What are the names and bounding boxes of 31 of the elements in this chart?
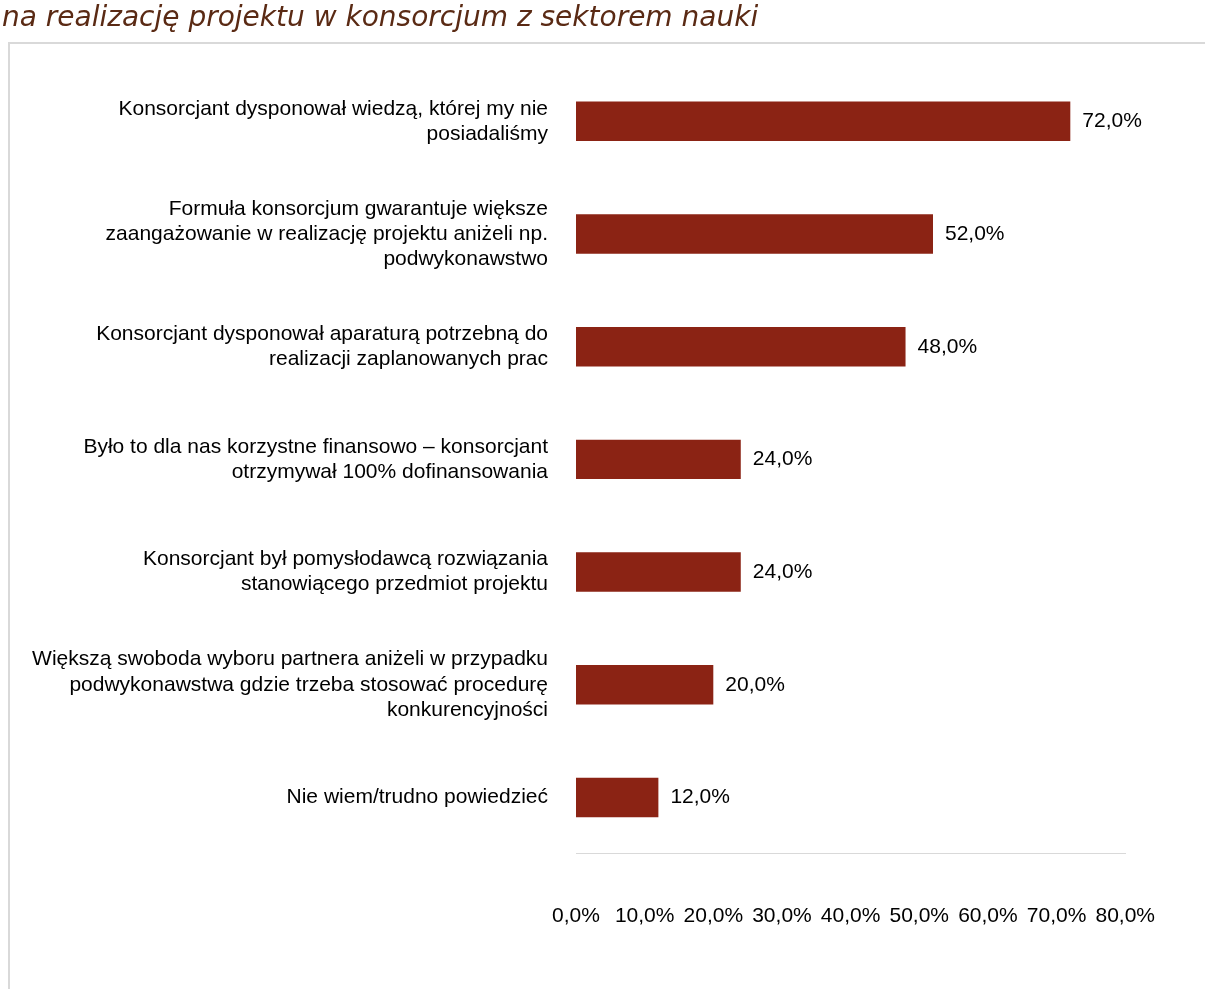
x-tick-label: 80,0% [1095, 903, 1155, 927]
bar [576, 214, 933, 254]
data-label: 48,0% [917, 333, 978, 357]
y-tick-label: Nie wiem/trudno powiedzieć [286, 784, 548, 808]
x-tick-label: 70,0% [1026, 903, 1087, 927]
x-tick-label: 40,0% [820, 903, 881, 927]
y-tick-label: Większą swoboda wyboru partnera aniżeli w przypadku podwykonawstwa gdzie trzeba stosować procedurę konkurencyjności [32, 646, 548, 720]
data-label: 20,0% [725, 671, 785, 695]
data-label: 72,0% [1082, 108, 1142, 132]
data-label: 52,0% [945, 220, 1005, 244]
bar [576, 326, 906, 367]
y-tick-label: Konsorcjant dysponował wiedzą, której my nie posiadaliśmy [118, 95, 549, 144]
data-label: 24,0% [752, 446, 813, 470]
y-tick-label: Konsorcjant dysponował aparaturą potrzebną do realizacji zaplanowanych prac [96, 320, 548, 370]
bar [576, 665, 714, 705]
x-tick-label: 20,0% [683, 903, 744, 927]
bar [576, 552, 741, 592]
x-tick-label: 0,0% [552, 903, 600, 927]
bar [576, 439, 741, 480]
y-tick-label: Konsorcjant był pomysłodawcą rozwiązania stanowiącego przedmiot projektu [142, 546, 549, 595]
bar [576, 777, 659, 818]
x-tick-label: 30,0% [752, 903, 812, 927]
chart-title: na realizację projektu w konsorcjum z sektorem nauki [2, 0, 759, 33]
x-tick-label: 50,0% [889, 903, 950, 927]
data-label: 12,0% [670, 784, 730, 808]
y-tick-label: Formuła konsorcjum gwarantuje większe zaangażowanie w realizację projektu aniżeli np. podwykonawstwo [105, 195, 548, 270]
data-label: 24,0% [752, 558, 813, 582]
x-tick-label: 60,0% [958, 903, 1018, 927]
y-tick-label: Było to dla nas korzystne finansowo – konsorcjant otrzymywał 100% dofinansowania [83, 433, 549, 482]
x-tick-label: 10,0% [614, 903, 675, 927]
bar [576, 101, 1071, 142]
